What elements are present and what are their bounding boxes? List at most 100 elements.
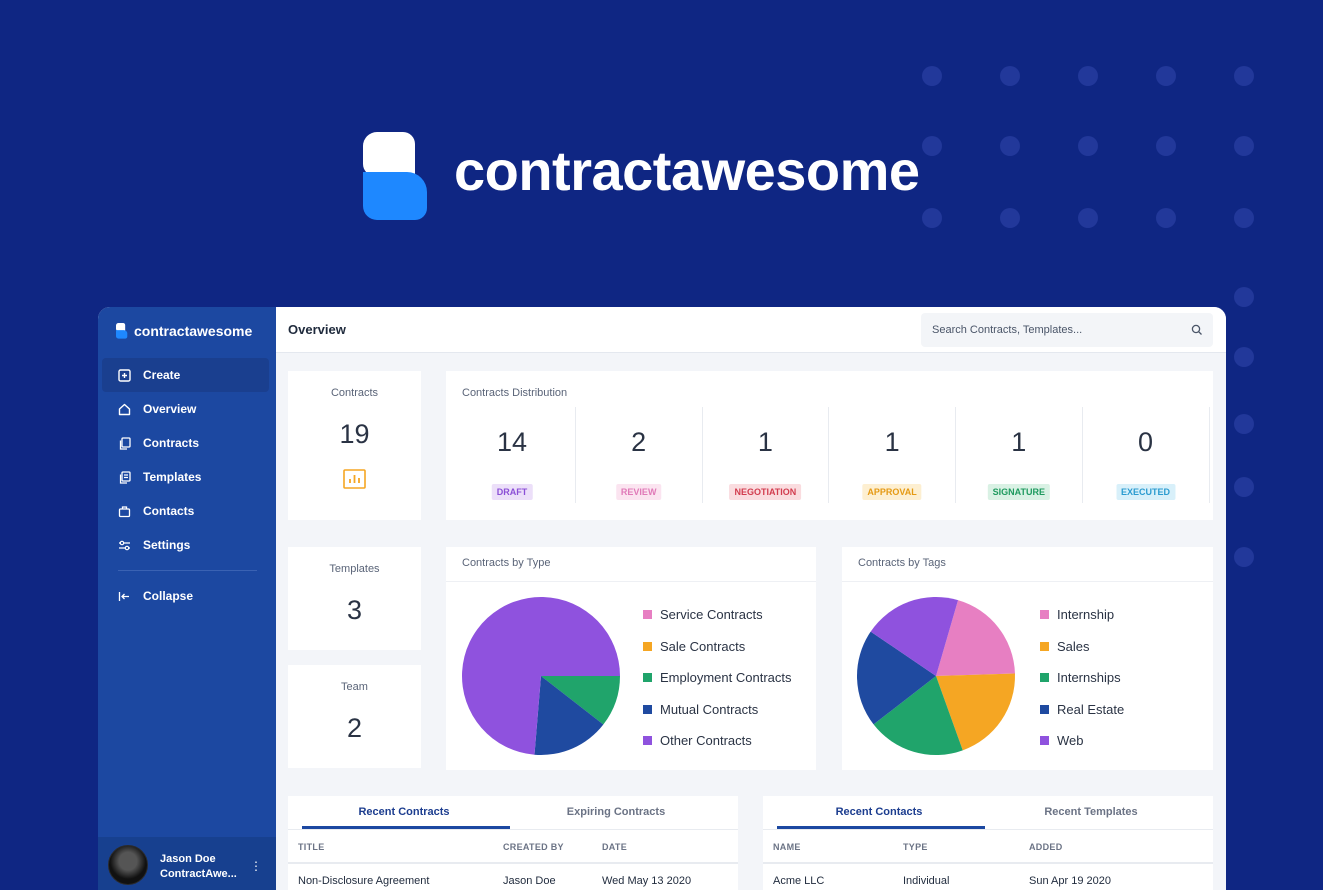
sidebar-item-label: Overview (143, 402, 197, 416)
distribution-item-review[interactable]: 2 REVIEW (576, 407, 703, 503)
documents-icon (117, 436, 131, 450)
sidebar-item-contracts[interactable]: Contracts (102, 426, 269, 460)
distribution-count: 14 (496, 427, 528, 457)
legend-item[interactable]: Other Contracts (643, 725, 792, 757)
templates-stat-card[interactable]: Templates 3 (288, 547, 421, 650)
legend-item[interactable]: Sales (1040, 631, 1124, 663)
table-row[interactable]: Acme LLC Individual Sun Apr 19 2020 (763, 864, 1213, 890)
distribution-item-approval[interactable]: 1 APPROVAL (829, 407, 957, 503)
bar-chart-icon (343, 469, 366, 489)
pie-slice-other-contracts[interactable] (462, 597, 620, 755)
distribution-item-draft[interactable]: 14 DRAFT (449, 407, 576, 503)
distribution-item-negotiation[interactable]: 1 NEGOTIATION (702, 407, 830, 503)
legend-label: Sale Contracts (660, 638, 746, 654)
column-header[interactable]: NAME (773, 842, 801, 852)
user-organization: ContractAwe... (160, 868, 237, 880)
briefcase-icon (117, 504, 131, 518)
contracts-stat-value: 19 (339, 419, 370, 449)
column-header[interactable]: ADDED (1029, 842, 1063, 852)
background-dot (1234, 477, 1254, 497)
legend-item[interactable]: Mutual Contracts (643, 694, 792, 726)
background-dot (1234, 547, 1254, 567)
legend-swatch (1040, 736, 1049, 746)
contract-title[interactable]: Non-Disclosure Agreement (298, 875, 430, 887)
contracts-by-tags-legend: Internship Sales Internships Real Estate Web (1040, 599, 1124, 757)
pie-slice-internships[interactable] (873, 676, 963, 755)
column-header[interactable]: CREATED BY (503, 842, 564, 852)
pie-slice-employment-contracts[interactable] (541, 676, 620, 725)
sidebar-item-label: Contracts (143, 436, 200, 450)
contracts-by-type-card: Contracts by Type Service Contracts Sale … (446, 547, 816, 770)
sidebar-item-templates[interactable]: Templates (102, 460, 269, 494)
sidebar-item-label: Settings (143, 538, 191, 552)
contract-date: Wed May 13 2020 (602, 875, 692, 887)
column-header[interactable]: DATE (602, 842, 628, 852)
sliders-icon (117, 538, 131, 552)
chart-title: Contracts by Type (462, 557, 551, 569)
pie-slice-web[interactable] (870, 597, 959, 676)
pie-slice-sales[interactable] (936, 673, 1015, 751)
pie-slice-real-estate[interactable] (857, 631, 936, 725)
sidebar-item-settings[interactable]: Settings (102, 528, 269, 562)
column-header[interactable]: TITLE (298, 842, 325, 852)
sidebar-brand[interactable]: contractawesome (116, 323, 252, 339)
distribution-count: 1 (1011, 427, 1027, 457)
background-dot (1000, 66, 1020, 86)
background-dot-grid (922, 66, 1262, 576)
contracts-by-tags-pie (857, 597, 1015, 755)
distribution-title: Contracts Distribution (462, 387, 568, 399)
recent-contracts-tabs: Recent Contracts Expiring Contracts (288, 796, 738, 830)
background-dot (1234, 136, 1254, 156)
background-dot (1156, 208, 1176, 228)
tab-recent-contacts[interactable]: Recent Contacts (835, 806, 923, 818)
active-tab-indicator (302, 826, 510, 829)
contact-added: Sun Apr 19 2020 (1029, 875, 1111, 887)
distribution-item-executed[interactable]: 0 EXECUTED (1083, 407, 1210, 503)
templates-icon (117, 470, 131, 484)
sidebar-item-create[interactable]: Create (102, 358, 269, 392)
search-icon[interactable] (1191, 324, 1203, 336)
sidebar: contractawesome Create Overview Contract… (98, 307, 276, 890)
home-icon (117, 402, 131, 416)
status-badge: REVIEW (615, 484, 662, 500)
collapse-arrow-icon (117, 589, 131, 603)
legend-item[interactable]: Internship (1040, 599, 1124, 631)
table-row[interactable]: Non-Disclosure Agreement Jason Doe Wed M… (288, 864, 738, 890)
tab-recent-templates[interactable]: Recent Templates (1044, 806, 1138, 818)
sidebar-item-overview[interactable]: Overview (102, 392, 269, 426)
pie-slice-internship[interactable] (936, 600, 1015, 676)
sidebar-item-label: Templates (143, 470, 202, 484)
pie-slice-mutual-contracts[interactable] (534, 676, 604, 755)
legend-label: Internships (1057, 670, 1121, 686)
legend-label: Internship (1057, 607, 1115, 623)
sidebar-item-contacts[interactable]: Contacts (102, 494, 269, 528)
legend-item[interactable]: Employment Contracts (643, 662, 792, 694)
legend-item[interactable]: Service Contracts (643, 599, 792, 631)
contact-name[interactable]: Acme LLC (773, 875, 825, 887)
sidebar-collapse-button[interactable]: Collapse (102, 579, 269, 613)
user-profile[interactable]: Jason Doe ContractAwe... ⋮ (98, 837, 276, 890)
tab-expiring-contracts[interactable]: Expiring Contracts (566, 806, 666, 818)
distribution-count: 1 (884, 427, 900, 457)
more-vertical-icon[interactable]: ⋮ (250, 859, 262, 873)
tab-recent-contracts[interactable]: Recent Contracts (358, 806, 450, 818)
contracts-distribution-card: Contracts Distribution 14 DRAFT 2 REVIEW 1 NE… (446, 371, 1213, 520)
legend-item[interactable]: Sale Contracts (643, 631, 792, 663)
background-dot (1000, 208, 1020, 228)
legend-label: Web (1057, 733, 1084, 749)
legend-item[interactable]: Internships (1040, 662, 1124, 694)
background-dot (1156, 136, 1176, 156)
status-badge: DRAFT (491, 484, 533, 500)
distribution-item-signature[interactable]: 1 SIGNATURE (956, 407, 1083, 503)
plus-square-icon (117, 368, 131, 382)
legend-item[interactable]: Web (1040, 725, 1124, 757)
team-stat-card[interactable]: Team 2 (288, 665, 421, 768)
avatar[interactable] (108, 845, 148, 885)
search-box[interactable] (921, 313, 1213, 347)
contracts-stat-card[interactable]: Contracts 19 (288, 371, 421, 520)
column-header[interactable]: TYPE (903, 842, 928, 852)
search-input[interactable] (932, 324, 1182, 336)
legend-label: Service Contracts (660, 607, 763, 623)
legend-swatch (1040, 673, 1049, 683)
legend-item[interactable]: Real Estate (1040, 694, 1124, 726)
